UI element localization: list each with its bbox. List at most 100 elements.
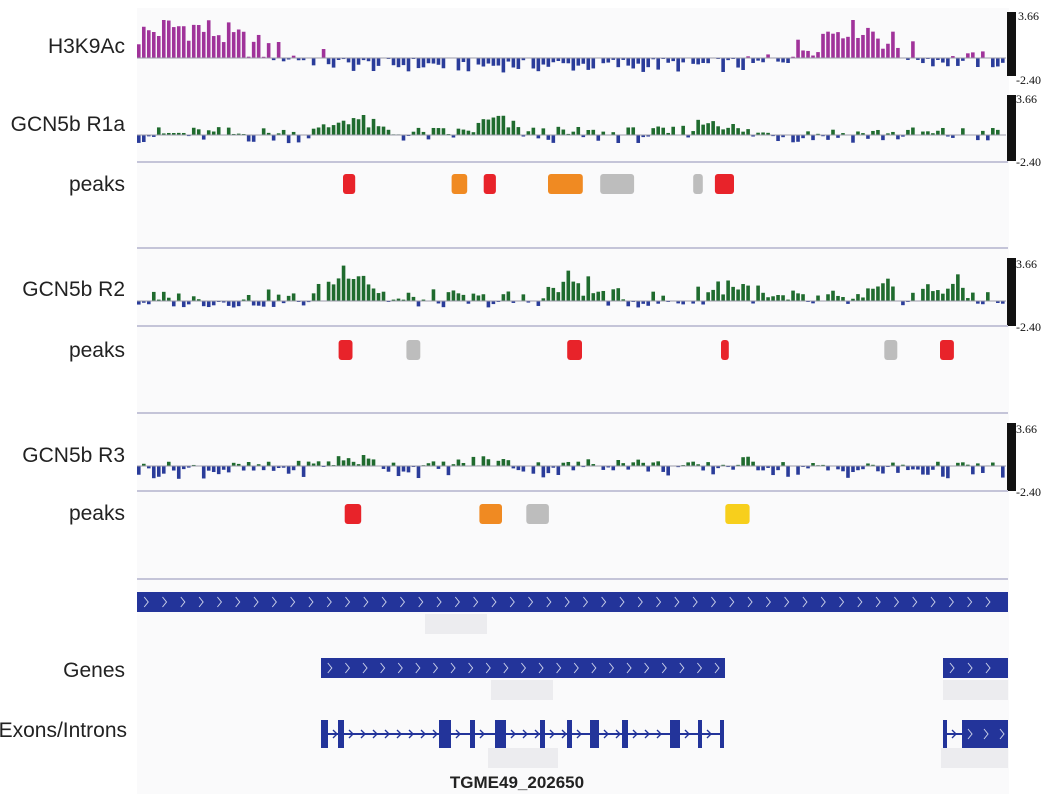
signal-bar bbox=[846, 36, 850, 58]
signal-bar bbox=[351, 118, 356, 135]
signal-bar bbox=[971, 52, 975, 58]
signal-bar bbox=[441, 301, 446, 308]
signal-bar bbox=[636, 301, 641, 308]
signal-bar bbox=[806, 466, 810, 469]
signal-bar bbox=[631, 127, 636, 135]
signal-bar bbox=[861, 133, 865, 135]
signal-bar bbox=[716, 466, 720, 469]
signal-bar bbox=[401, 299, 406, 301]
signal-bar bbox=[861, 466, 865, 470]
signal-bar bbox=[331, 284, 336, 301]
signal-bar bbox=[841, 466, 845, 472]
signal-bar bbox=[646, 466, 651, 472]
feature-shadow bbox=[488, 748, 558, 768]
signal-bar bbox=[196, 129, 201, 135]
signal-bar bbox=[616, 460, 621, 466]
signal-bar bbox=[981, 466, 985, 473]
signal-bar bbox=[911, 41, 915, 58]
signal-bar bbox=[276, 42, 281, 58]
signal-bar bbox=[736, 128, 740, 135]
signal-bar bbox=[881, 466, 885, 474]
signal-bar bbox=[221, 42, 226, 58]
track-label: H3K9Ac bbox=[48, 35, 125, 58]
strand-chevron bbox=[217, 596, 223, 608]
strand-chevron bbox=[999, 728, 1005, 740]
signal-bar bbox=[361, 58, 366, 61]
strand-chevron bbox=[985, 596, 991, 608]
signal-bar bbox=[626, 301, 631, 307]
signal-bar bbox=[706, 58, 710, 64]
strand-chevron bbox=[857, 596, 863, 608]
signal-bar bbox=[696, 464, 700, 466]
signal-bar bbox=[571, 131, 576, 135]
signal-bar bbox=[831, 290, 835, 301]
signal-bar bbox=[481, 456, 486, 466]
signal-bar bbox=[556, 126, 561, 135]
signal-bar bbox=[941, 58, 945, 63]
signal-bar bbox=[571, 281, 576, 301]
scale-bar bbox=[1007, 258, 1016, 326]
signal-bar bbox=[836, 135, 840, 138]
signal-bar bbox=[666, 58, 670, 63]
intron-chevron bbox=[561, 729, 567, 739]
intron-chevron bbox=[372, 729, 378, 739]
signal-bar bbox=[946, 58, 950, 67]
signal-bar bbox=[746, 129, 750, 135]
signal-bar bbox=[961, 287, 965, 301]
peak-block bbox=[600, 174, 635, 194]
signal-bar bbox=[551, 287, 556, 301]
signal-bar bbox=[891, 31, 895, 58]
signal-bar bbox=[296, 460, 301, 466]
strand-chevron bbox=[802, 596, 808, 608]
signal-bar bbox=[371, 288, 376, 301]
signal-bar bbox=[961, 58, 965, 61]
signal-bar bbox=[726, 466, 730, 468]
signal-bar bbox=[306, 135, 311, 139]
signal-bar bbox=[166, 132, 171, 135]
scale-max-label: 3.66 bbox=[1016, 257, 1037, 271]
signal-bar bbox=[176, 293, 181, 301]
signal-bar bbox=[571, 58, 576, 71]
signal-bar bbox=[186, 135, 191, 137]
scale-min-label: -2.40 bbox=[1016, 485, 1041, 499]
signal-bar bbox=[796, 466, 800, 475]
signal-bar bbox=[576, 58, 581, 66]
signal-bar bbox=[726, 127, 730, 135]
signal-bar bbox=[166, 461, 171, 466]
signal-bar bbox=[581, 135, 586, 138]
strand-chevron bbox=[326, 596, 332, 608]
signal-bar bbox=[456, 459, 461, 466]
signal-bar bbox=[811, 55, 815, 58]
signal-bar bbox=[431, 461, 436, 466]
signal-bar bbox=[301, 301, 306, 306]
signal-bar bbox=[896, 47, 900, 58]
peak-block bbox=[548, 174, 583, 194]
signal-bar bbox=[201, 301, 206, 307]
signal-bar bbox=[531, 58, 536, 69]
signal-bar bbox=[786, 58, 790, 63]
signal-bar bbox=[376, 293, 381, 301]
signal-bar bbox=[951, 56, 955, 58]
exon bbox=[943, 720, 947, 748]
signal-bar bbox=[256, 464, 261, 466]
signal-bar bbox=[821, 464, 825, 466]
signal-bar bbox=[336, 122, 341, 135]
signal-bar bbox=[526, 131, 531, 135]
signal-bar bbox=[191, 24, 196, 58]
signal-bar bbox=[576, 126, 581, 135]
signal-bar bbox=[576, 461, 581, 466]
signal-bar bbox=[151, 466, 156, 479]
signal-bar bbox=[486, 58, 491, 64]
signal-bar bbox=[311, 128, 316, 135]
signal-bar bbox=[366, 58, 371, 62]
signal-bar bbox=[341, 265, 346, 301]
signal-bar bbox=[411, 296, 416, 301]
signal-bar bbox=[946, 135, 950, 137]
signal-bar bbox=[566, 58, 571, 64]
signal-bar bbox=[561, 281, 566, 301]
signal-bar bbox=[596, 291, 601, 301]
strand-chevron bbox=[450, 662, 456, 674]
signal-bar bbox=[406, 58, 411, 72]
exon bbox=[338, 720, 344, 748]
signal-bar bbox=[766, 132, 770, 135]
